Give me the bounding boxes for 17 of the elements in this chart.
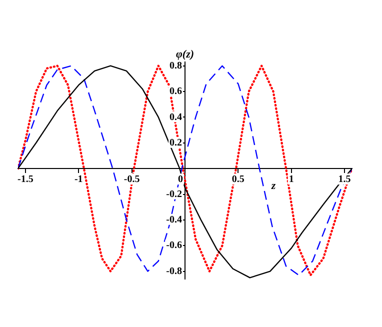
x-tick-label: 0 [178, 174, 183, 186]
y-tick-label: 0.8 [170, 60, 182, 72]
y-tick-label: -0.2 [166, 188, 182, 200]
y-tick-label: -0.8 [166, 266, 182, 277]
x-axis-title: z [270, 180, 276, 192]
y-tick-label: 0.4 [170, 112, 182, 123]
y-tick-label: -0.4 [166, 214, 182, 226]
x-tick-label: 1.5 [338, 174, 351, 186]
y-axis-title: φ(z) [176, 48, 194, 60]
y-tick-label: -0.6 [166, 240, 182, 252]
y-tick-label: 0.2 [170, 137, 182, 148]
x-tick-label: -1 [74, 174, 83, 186]
x-tick-label: -1.5 [18, 174, 34, 186]
y-tick-label: 0.6 [170, 86, 182, 98]
x-tick-label: 1 [288, 174, 294, 186]
x-tick-label: 0.5 [232, 174, 244, 186]
x-tick-label: -0.5 [124, 174, 140, 186]
